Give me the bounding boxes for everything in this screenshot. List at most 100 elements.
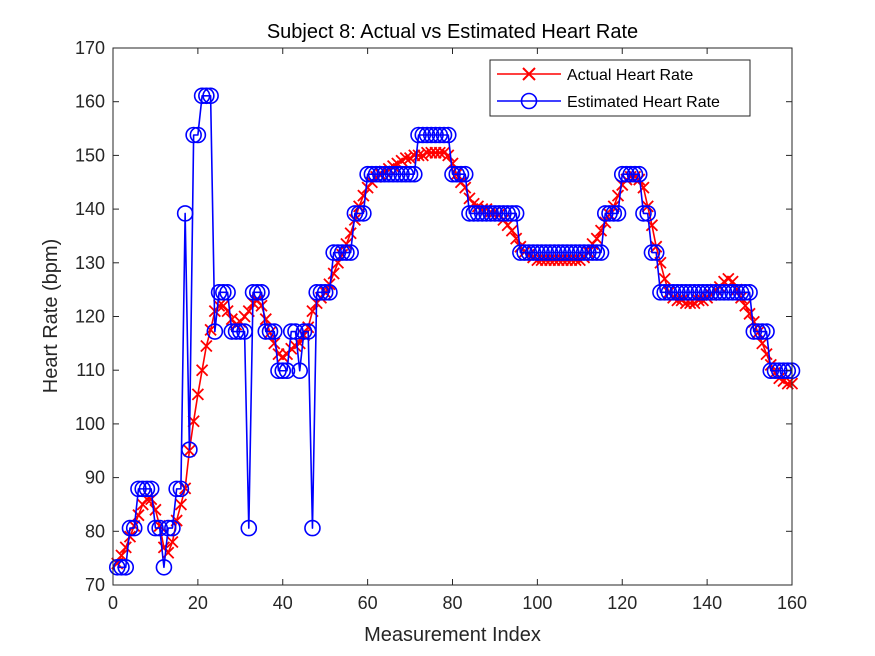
estimated-point bbox=[775, 362, 792, 380]
estimated-point bbox=[499, 205, 516, 222]
actual-point bbox=[259, 313, 272, 326]
estimated-point bbox=[384, 165, 402, 183]
estimated-point bbox=[397, 165, 415, 183]
estimated-point bbox=[376, 165, 393, 183]
actual-point bbox=[212, 299, 226, 312]
estimated-point bbox=[253, 284, 270, 301]
estimated-point bbox=[724, 284, 741, 301]
x-tick-label: 100 bbox=[522, 593, 552, 613]
x-axis-label: Measurement Index bbox=[364, 624, 541, 646]
estimated-point bbox=[215, 284, 232, 301]
actual-point bbox=[357, 189, 370, 202]
estimated-point bbox=[338, 244, 355, 261]
x-tick-label: 140 bbox=[692, 593, 722, 613]
x-tick-label: 0 bbox=[108, 593, 118, 613]
estimated-point bbox=[410, 126, 427, 144]
y-tick-label: 120 bbox=[75, 307, 105, 327]
estimated-point bbox=[427, 126, 444, 144]
estimated-point bbox=[270, 362, 287, 380]
series-markers-actual bbox=[111, 146, 799, 570]
y-tick-label: 130 bbox=[75, 253, 105, 273]
estimated-point bbox=[435, 126, 453, 144]
estimated-point bbox=[265, 323, 283, 340]
estimated-point bbox=[461, 205, 478, 222]
estimated-point bbox=[639, 205, 657, 222]
estimated-point bbox=[248, 284, 266, 301]
estimated-point bbox=[108, 558, 126, 576]
estimated-point bbox=[308, 284, 326, 301]
plot-area bbox=[113, 48, 792, 585]
estimated-point bbox=[219, 284, 236, 301]
estimated-point bbox=[520, 244, 538, 261]
estimated-point bbox=[596, 205, 614, 222]
actual-point bbox=[399, 151, 412, 165]
estimated-point bbox=[762, 362, 780, 380]
estimated-point bbox=[507, 205, 525, 222]
chart-title: Subject 8: Actual vs Estimated Heart Rat… bbox=[267, 21, 638, 43]
estimated-point bbox=[444, 165, 461, 183]
estimated-point bbox=[622, 165, 640, 183]
y-tick-label: 140 bbox=[75, 199, 105, 219]
estimated-point bbox=[720, 284, 737, 301]
estimated-point bbox=[244, 284, 262, 301]
estimated-point bbox=[588, 244, 606, 261]
actual-point bbox=[195, 364, 209, 377]
estimated-point bbox=[431, 126, 449, 144]
actual-point bbox=[459, 181, 472, 194]
estimated-point bbox=[486, 205, 504, 222]
y-tick-label: 110 bbox=[76, 360, 105, 380]
estimated-point bbox=[601, 205, 618, 222]
estimated-point bbox=[295, 323, 313, 340]
estimated-point bbox=[533, 244, 550, 261]
estimated-point bbox=[758, 323, 775, 340]
estimated-point bbox=[465, 205, 483, 222]
estimated-point bbox=[240, 519, 258, 537]
actual-point bbox=[412, 149, 425, 162]
x-tick-label: 80 bbox=[442, 593, 462, 613]
estimated-point bbox=[728, 284, 746, 301]
estimated-point bbox=[210, 284, 228, 301]
actual-point bbox=[433, 146, 446, 159]
estimated-point bbox=[673, 284, 690, 301]
estimated-point bbox=[151, 519, 168, 537]
estimated-point bbox=[609, 205, 627, 222]
estimated-point bbox=[550, 244, 567, 261]
estimated-point bbox=[749, 323, 767, 340]
estimated-point bbox=[681, 284, 699, 301]
estimated-point bbox=[189, 126, 207, 144]
y-tick-label: 80 bbox=[85, 521, 105, 541]
estimated-point bbox=[686, 284, 703, 301]
estimated-point bbox=[741, 284, 758, 301]
estimated-point bbox=[333, 244, 351, 261]
legend-actual-label: Actual Heart Rate bbox=[567, 67, 693, 84]
estimated-point bbox=[185, 126, 202, 144]
legend-estimated-circle-marker bbox=[520, 92, 538, 110]
estimated-point bbox=[372, 165, 389, 183]
estimated-point bbox=[584, 244, 601, 261]
estimated-point bbox=[626, 165, 644, 183]
estimated-point bbox=[202, 87, 219, 105]
estimated-point bbox=[503, 205, 521, 222]
legend-estimated-label: Estimated Heart Rate bbox=[567, 94, 720, 111]
estimated-point bbox=[677, 284, 695, 301]
estimated-point bbox=[732, 284, 750, 301]
estimated-point bbox=[715, 284, 733, 301]
actual-point bbox=[505, 224, 519, 237]
estimated-point bbox=[406, 165, 423, 183]
actual-point bbox=[263, 326, 277, 339]
estimated-point bbox=[635, 205, 652, 222]
actual-point bbox=[743, 307, 756, 320]
x-tick-label: 120 bbox=[607, 593, 637, 613]
estimated-point bbox=[121, 519, 139, 537]
actual-point bbox=[119, 541, 132, 554]
estimated-point bbox=[613, 165, 631, 183]
actual-point bbox=[174, 498, 188, 511]
estimated-point bbox=[770, 362, 788, 380]
estimated-point bbox=[630, 165, 648, 183]
estimated-point bbox=[448, 165, 466, 183]
estimated-point bbox=[261, 323, 279, 340]
actual-point bbox=[442, 149, 455, 162]
estimated-point bbox=[516, 244, 533, 261]
estimated-point bbox=[660, 284, 678, 301]
